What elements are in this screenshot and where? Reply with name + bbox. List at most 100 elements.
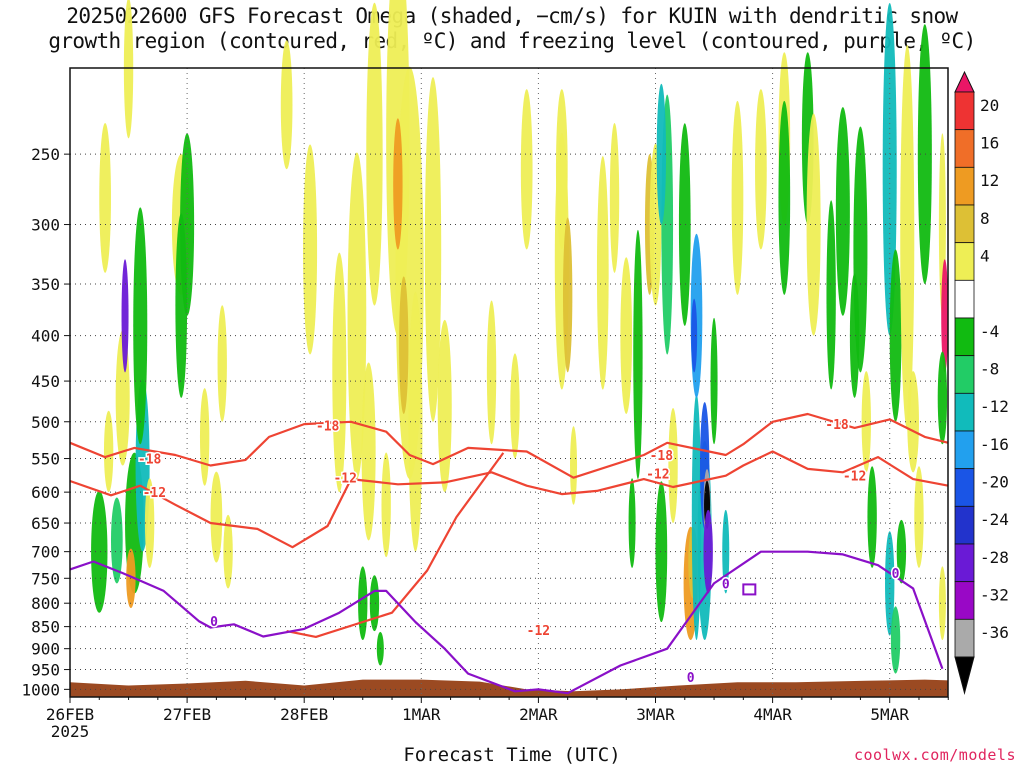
contour-label: -12	[646, 468, 669, 483]
y-tick-label: 800	[31, 594, 60, 613]
colorbar-swatch	[954, 242, 975, 281]
omega-blob	[369, 575, 380, 632]
omega-blob	[633, 229, 643, 480]
colorbar-swatch	[954, 166, 975, 206]
colorbar-label: -12	[980, 397, 1009, 416]
omega-blob	[121, 259, 129, 373]
y-tick-label: 450	[31, 372, 60, 391]
omega-blob	[900, 44, 915, 430]
chart-title: 2025022600 GFS Forecast Omega (shaded, −…	[0, 4, 1024, 54]
omega-blob	[609, 122, 620, 273]
colorbar-label: -16	[980, 435, 1009, 454]
colorbar-label: -24	[980, 510, 1009, 529]
omega-blob	[937, 351, 948, 445]
colorbar-swatch	[954, 505, 975, 545]
omega-blob	[826, 200, 836, 390]
colorbar-label: -36	[980, 623, 1009, 642]
contour-label: 0	[210, 615, 218, 630]
omega-blob	[628, 478, 636, 568]
colorbar-label: -28	[980, 548, 1009, 567]
contour-label: 0	[892, 567, 900, 582]
omega-blob	[867, 466, 877, 568]
omega-blob	[399, 276, 409, 414]
omega-blob	[381, 452, 391, 558]
colorbar-label: 4	[980, 247, 990, 266]
y-tick-label: 650	[31, 514, 60, 533]
contour-label: -18	[825, 418, 849, 433]
colorbar-label: 8	[980, 209, 990, 228]
x-tick-sublabel: 2025	[51, 722, 90, 741]
omega-blob	[223, 514, 233, 589]
contour-label: -12	[527, 624, 550, 639]
y-tick-label: 950	[31, 661, 60, 680]
omega-blob	[861, 371, 871, 473]
y-tick-label: 600	[31, 483, 60, 502]
omega-blob	[103, 410, 114, 493]
omega-blob	[210, 471, 223, 563]
omega-blob	[562, 217, 573, 373]
colorbar-swatch	[954, 91, 975, 131]
omega-blob	[486, 300, 497, 445]
omega-blob	[280, 40, 293, 170]
omega-blob	[332, 252, 347, 493]
y-tick-label: 350	[31, 275, 60, 294]
colorbar-arrow-top	[954, 70, 975, 93]
omega-blob	[755, 89, 767, 250]
colorbar-label: -32	[980, 586, 1009, 605]
omega-blob	[123, 0, 134, 139]
y-tick-label: 500	[31, 413, 60, 432]
colorbar: 20 16 12 8 4 -4 -8 -12 -16 -20 -24 -28 -32 -36	[954, 70, 1009, 695]
colorbar-swatch	[954, 468, 975, 507]
x-tick-label: 28FEB	[280, 705, 328, 724]
colorbar-swatch	[954, 279, 975, 319]
omega-blob	[347, 152, 367, 480]
omega-blob	[914, 466, 924, 568]
x-tick-label: 1MAR	[402, 705, 441, 724]
y-tick-label: 400	[31, 327, 60, 346]
freezing-level-contour	[69, 550, 944, 695]
contour-label: -12	[843, 470, 866, 485]
contour-label: -12	[333, 472, 356, 487]
omega-blob	[520, 89, 533, 250]
omega-blob	[361, 362, 376, 541]
omega-blob	[835, 107, 850, 316]
omega-blob	[303, 144, 318, 355]
colorbar-label: -20	[980, 473, 1009, 492]
y-tick-label: 250	[31, 145, 60, 164]
omega-blob	[180, 133, 195, 316]
colorbar-swatch	[954, 129, 975, 168]
omega-blob	[890, 606, 901, 674]
colorbar-label: 16	[980, 134, 999, 153]
contour-label: 0	[722, 577, 730, 592]
omega-blob	[907, 371, 919, 473]
colorbar-label: -4	[980, 322, 999, 341]
omega-blob	[133, 207, 148, 445]
colorbar-swatch	[954, 543, 975, 583]
omega-blob	[437, 319, 452, 493]
omega-shading	[91, 0, 949, 674]
omega-blob	[99, 122, 111, 273]
y-tick-label: 550	[31, 450, 60, 469]
dgz-contour-minus12-branch	[286, 452, 505, 638]
contour-label: -12	[143, 486, 166, 501]
omega-blob	[731, 100, 744, 295]
colorbar-swatch	[954, 581, 975, 620]
omega-blob	[91, 490, 108, 613]
colorbar-arrow-bottom	[954, 656, 975, 695]
y-tick-label: 850	[31, 618, 60, 637]
colorbar-swatch	[954, 355, 975, 394]
omega-blob	[678, 123, 691, 326]
y-tick-label: 700	[31, 543, 60, 562]
chart-title-line-2: growth region (contoured, red, ºC) and f…	[48, 29, 976, 53]
omega-blob	[656, 83, 667, 225]
y-axis-ticks: 250 300 350 400 450 500 550 600 650 700 750 800 850 9…	[21, 145, 70, 699]
x-tick-label: 5MAR	[870, 705, 909, 724]
dgz-contour-minus12	[69, 450, 949, 549]
omega-blob	[366, 2, 383, 306]
colorbar-swatch	[954, 618, 975, 658]
x-axis-label: Forecast Time (UTC)	[403, 744, 621, 766]
omega-blob	[424, 77, 442, 422]
omega-blob	[691, 298, 698, 373]
